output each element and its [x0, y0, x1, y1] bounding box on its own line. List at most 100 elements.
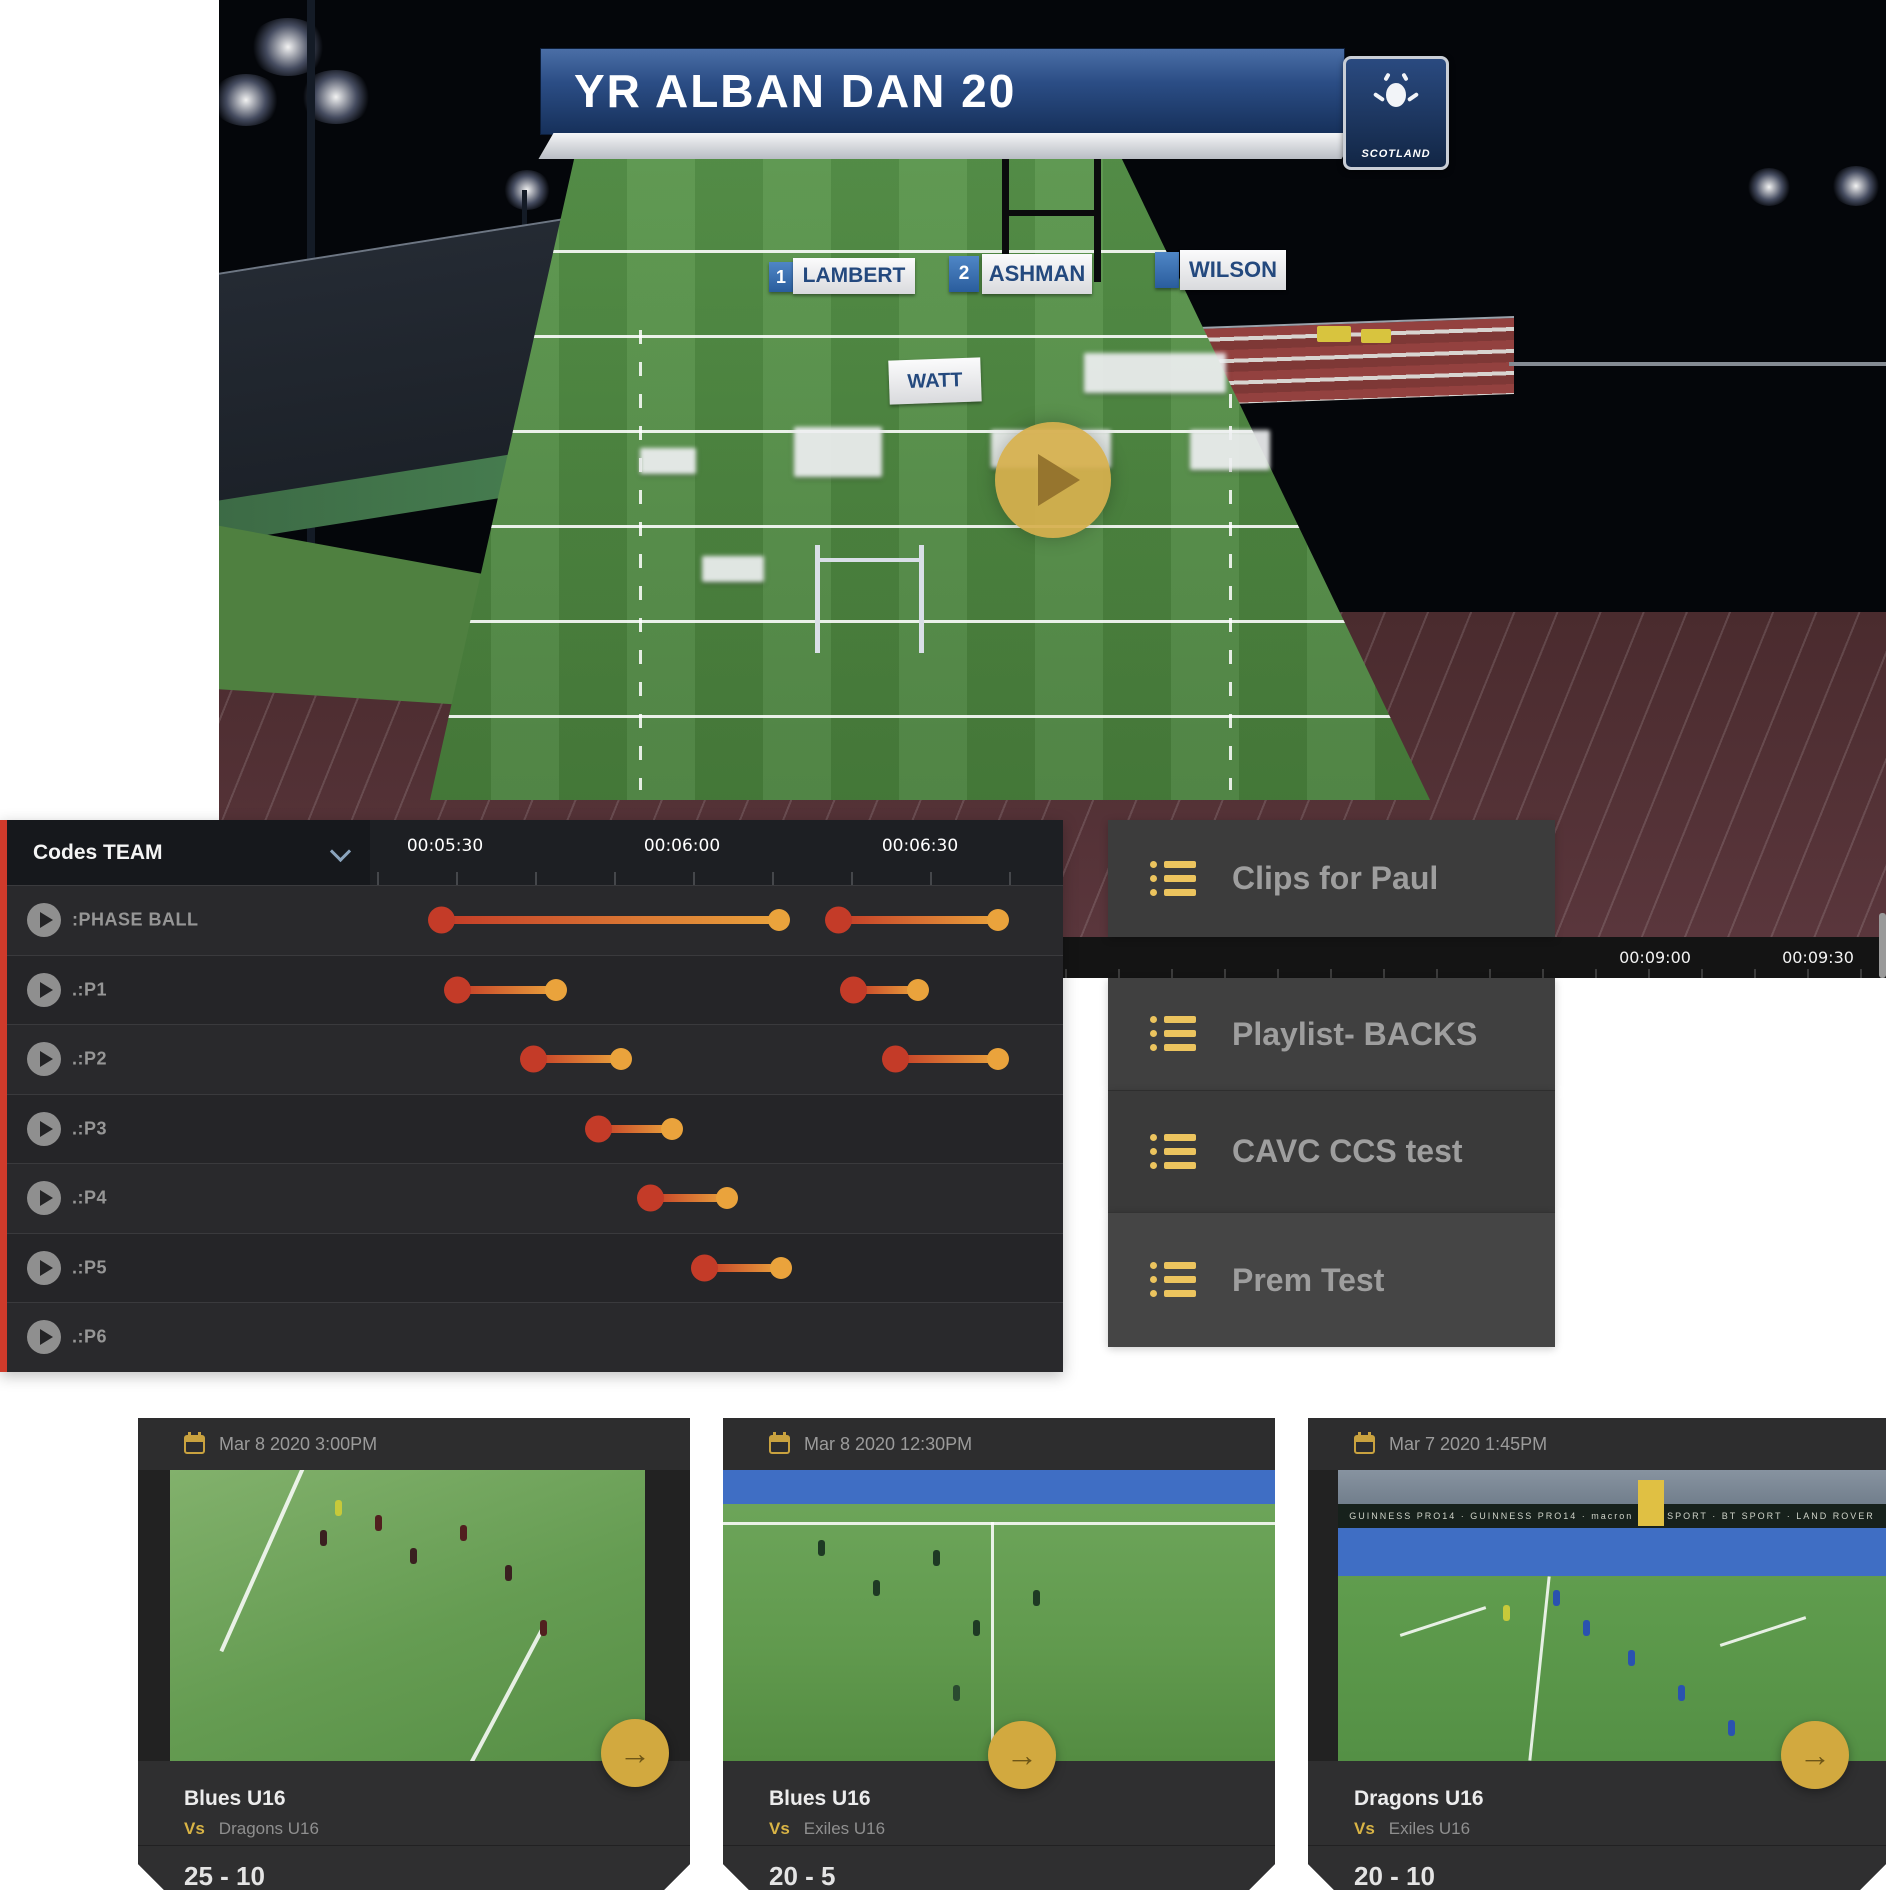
ruler-time: 00:09:30 — [1782, 948, 1854, 967]
clip-bar[interactable] — [838, 916, 998, 925]
match-thumbnail[interactable] — [138, 1470, 690, 1761]
clip-bar[interactable] — [441, 916, 779, 925]
timeline-row-label: :PHASE BALL — [72, 909, 199, 930]
goalpost-upright — [1002, 150, 1009, 282]
ambulance — [1361, 329, 1391, 343]
clip-bar[interactable] — [457, 985, 556, 994]
match-card-footer: Blues U16 Vs Exiles U16 20 - 5 — [723, 1761, 1275, 1890]
row-play-icon[interactable] — [27, 1042, 61, 1077]
team-name: Blues U16 — [769, 1787, 871, 1810]
opponent-name: Dragons U16 — [218, 1819, 319, 1838]
vs-label: Vs — [769, 1819, 790, 1838]
timeline-row: .:P3 — [0, 1093, 1063, 1163]
open-match-button[interactable]: → — [601, 1719, 669, 1787]
player-number — [1155, 252, 1179, 288]
timeline-rows: :PHASE BALL .:P1 .:P2 .:P3 .:P4 .:P5 .:P6 — [0, 885, 1063, 1372]
blurred-player-label — [640, 448, 696, 474]
match-thumbnail[interactable]: GUINNESS PRO14 · GUINNESS PRO14 · macron… — [1308, 1470, 1886, 1761]
player-label: WATT — [888, 357, 982, 405]
calendar-icon — [1354, 1435, 1375, 1454]
timeline-row-label: .:P6 — [72, 1326, 108, 1347]
open-match-button[interactable]: → — [988, 1721, 1056, 1789]
floodlight-glow — [1831, 166, 1881, 206]
codes-dropdown[interactable]: Codes TEAM — [7, 820, 370, 885]
timeline-row: .:P6 — [0, 1302, 1063, 1372]
far-goalpost-upright — [919, 545, 924, 653]
timeline-row-label: .:P1 — [72, 979, 108, 1000]
codes-timeline-panel: 00:05:30 00:06:00 00:06:30 Codes TEAM :P… — [0, 820, 1063, 1372]
opponent-name: Exiles U16 — [803, 1819, 886, 1838]
row-play-icon[interactable] — [27, 972, 61, 1007]
timeline-row-label: .:P4 — [72, 1187, 108, 1208]
scrollbar[interactable] — [1879, 913, 1886, 978]
playlist-label: Clips for Paul — [1232, 860, 1439, 896]
match-card-header: Mar 8 2020 3:00PM — [138, 1418, 690, 1470]
blurred-player-label — [1084, 353, 1226, 393]
match-card-footer: Blues U16 Vs Dragons U16 25 - 10 — [138, 1761, 690, 1890]
calendar-icon — [184, 1435, 205, 1454]
open-match-button[interactable]: → — [1781, 1721, 1849, 1789]
sponsor-banner: GUINNESS PRO14 · GUINNESS PRO14 · macron… — [1338, 1504, 1886, 1528]
floodlight-glow — [503, 170, 551, 210]
playlist-label: CAVC CCS test — [1232, 1133, 1463, 1169]
player-label: LAMBERT — [793, 258, 915, 294]
vs-label: Vs — [184, 1819, 205, 1838]
playlist-item[interactable]: Prem Test — [1108, 1212, 1555, 1347]
playlist-item[interactable]: CAVC CCS test — [1108, 1090, 1555, 1212]
match-card[interactable]: Mar 8 2020 12:30PM → Blues U16 Vs Exiles … — [723, 1418, 1275, 1890]
match-thumbnail[interactable] — [723, 1470, 1275, 1761]
goalpost-upright — [1094, 150, 1101, 282]
player-number: 2 — [949, 256, 979, 292]
playlist-label: Playlist- BACKS — [1232, 1015, 1478, 1052]
playlist-item[interactable]: Clips for Paul — [1108, 820, 1555, 937]
play-icon — [1038, 454, 1080, 506]
blurred-player-label — [794, 427, 882, 477]
fence-line — [1509, 362, 1886, 366]
video-player[interactable]: YR ALBAN DAN 20 SCOTLAND 1 LAMBERT 2 ASH… — [219, 0, 1886, 937]
playlist-icon — [1150, 860, 1196, 897]
player-label: WILSON — [1180, 250, 1286, 290]
divider — [138, 1845, 690, 1846]
ruler-time: 00:06:00 — [643, 836, 721, 856]
match-card[interactable]: Mar 7 2020 1:45PM GUINNESS PRO14 · GUINN… — [1308, 1418, 1886, 1890]
arrow-right-icon: → — [619, 1734, 651, 1771]
far-goalpost-upright — [815, 545, 820, 653]
row-play-icon[interactable] — [27, 903, 61, 938]
timeline-row-label: .:P2 — [72, 1048, 108, 1069]
row-play-icon[interactable] — [27, 1320, 61, 1355]
match-card[interactable]: Mar 8 2020 3:00PM → Blues U16 Vs Dragons … — [138, 1418, 690, 1890]
playlist-item[interactable]: Playlist- BACKS — [1108, 978, 1555, 1090]
timeline-row: .:P2 — [0, 1024, 1063, 1094]
match-score: 20 - 10 — [1354, 1861, 1435, 1891]
ruler-time: 00:05:30 — [406, 836, 484, 856]
floodlight-glow — [1747, 168, 1791, 206]
playlist-icon — [1150, 1133, 1196, 1170]
row-play-icon[interactable] — [27, 1181, 61, 1216]
playlist-icon — [1150, 1016, 1196, 1052]
match-date: Mar 7 2020 1:45PM — [1389, 1433, 1548, 1454]
clip-bar[interactable] — [853, 985, 918, 994]
timeline-row-label: .:P3 — [72, 1118, 108, 1139]
match-score: 25 - 10 — [184, 1861, 265, 1891]
clip-bar[interactable] — [598, 1124, 672, 1133]
timeline-row: .:P1 — [0, 954, 1063, 1024]
row-play-icon[interactable] — [27, 1111, 61, 1146]
play-button[interactable] — [995, 422, 1111, 538]
clip-bar[interactable] — [895, 1055, 998, 1064]
clip-bar[interactable] — [533, 1055, 621, 1064]
row-play-icon[interactable] — [27, 1250, 61, 1285]
match-card-footer: Dragons U16 Vs Exiles U16 20 - 10 — [1308, 1761, 1886, 1890]
timeline-row: .:P4 — [0, 1163, 1063, 1233]
scoreboard-overlay: YR ALBAN DAN 20 — [538, 48, 1357, 160]
clip-bar[interactable] — [704, 1263, 781, 1272]
divider — [1308, 1845, 1886, 1846]
badge-label: SCOTLAND — [1361, 148, 1431, 160]
clip-bar[interactable] — [650, 1194, 727, 1203]
arrow-right-icon: → — [1799, 1736, 1831, 1773]
scotland-badge: SCOTLAND — [1343, 56, 1449, 170]
match-date: Mar 8 2020 12:30PM — [804, 1433, 973, 1454]
codes-dropdown-label: Codes TEAM — [33, 840, 163, 864]
timeline-row-label: .:P5 — [72, 1257, 108, 1278]
match-date: Mar 8 2020 3:00PM — [219, 1433, 378, 1454]
playlist-icon — [1150, 1262, 1196, 1298]
